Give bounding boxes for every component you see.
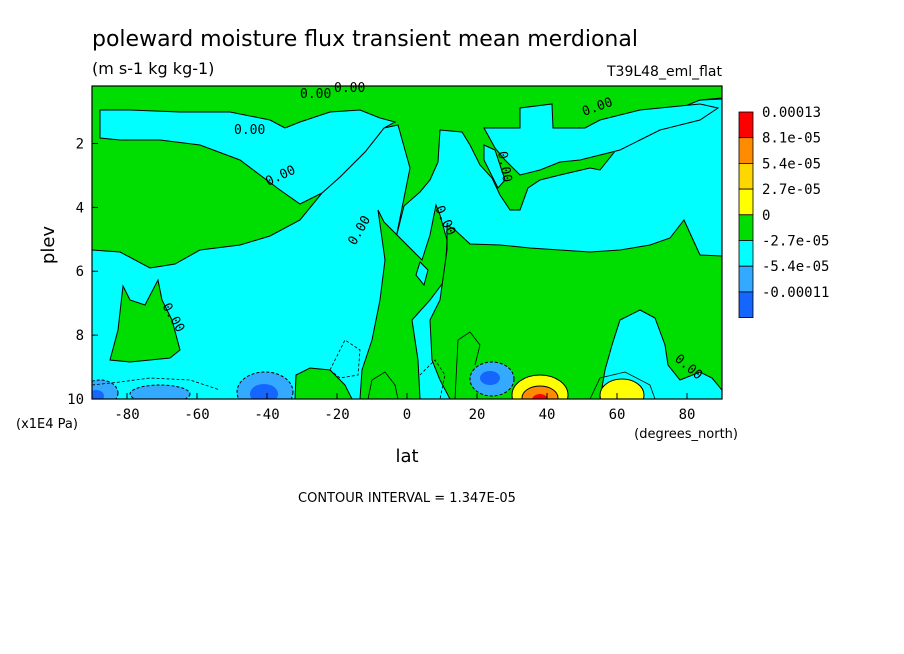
x-tick-label: 20 (469, 407, 486, 423)
field-negative-pocket (483, 144, 506, 189)
colorbar: 0.00013 8.1e-05 5.4e-05 2.7e-05 0 -2.7e-05 -5.… (738, 105, 829, 318)
colorbar-swatch (738, 162, 754, 190)
y-tick-label: 2 (76, 136, 84, 152)
colorbar-label: -0.00011 (762, 285, 829, 301)
x-tick-label: 0 (403, 407, 411, 423)
x-tick-label: 60 (609, 407, 626, 423)
colorbar-swatch (738, 265, 754, 293)
x-axis-units: (degrees_north) (634, 427, 738, 442)
contour-line (454, 331, 481, 399)
y-tick-label: 4 (76, 200, 84, 216)
contour-line (329, 339, 361, 379)
contour-label: 0.00 (494, 150, 514, 183)
y-tick-label: 6 (76, 264, 84, 280)
units-label: (m s-1 kg kg-1) (92, 59, 214, 78)
colorbar-label: -2.7e-05 (762, 234, 829, 250)
field-positive-mid (599, 378, 645, 399)
y-axis-units: (x1E4 Pa) (16, 417, 78, 432)
field-negative-pocket (415, 261, 429, 287)
contour-line (589, 371, 656, 399)
colorbar-swatch (738, 214, 754, 241)
experiment-label: T39L48_eml_flat (606, 64, 723, 80)
field-negative-strong (250, 384, 278, 399)
field-negative-pocket (599, 309, 722, 399)
colorbar-label: 0.00013 (762, 105, 821, 121)
contour-line (367, 371, 399, 399)
y-tick-label: 10 (67, 392, 84, 408)
x-tick-label: -20 (324, 407, 349, 423)
y-axis-label: plev (38, 226, 59, 265)
colorbar-label: 8.1e-05 (762, 131, 821, 147)
field-negative-strong (92, 390, 104, 399)
chart-title: poleward moisture flux transient mean me… (92, 27, 638, 52)
x-tick-label: -40 (254, 407, 279, 423)
x-tick-label: 80 (679, 407, 696, 423)
contour-interval-note: CONTOUR INTERVAL = 1.347E-05 (298, 491, 516, 506)
x-tick-label: -80 (114, 407, 139, 423)
contour-label: 0.00 (334, 81, 365, 96)
field-positive-max (532, 394, 548, 399)
field-negative-pocket (99, 109, 397, 205)
x-tick-label: 40 (539, 407, 556, 423)
colorbar-swatch (738, 137, 754, 164)
colorbar-swatch (738, 188, 754, 216)
field-positive-tongue (359, 203, 448, 399)
y-tick-label: 8 (76, 328, 84, 344)
field-negative-strong (480, 371, 500, 385)
colorbar-swatch (738, 111, 754, 139)
contour-line (419, 359, 446, 399)
field-positive-strong (521, 385, 559, 399)
x-axis-label: lat (395, 446, 418, 467)
field-positive-left (109, 278, 181, 363)
x-tick-label: -60 (184, 407, 209, 423)
colorbar-label: 2.7e-05 (762, 182, 821, 198)
field-negative-pocket (483, 103, 720, 176)
contour-label: 0.00 (300, 87, 331, 102)
plot-area: 0.00 0.00 0.00 0.00 0.00 0.00 0.00 0.00 … (67, 81, 723, 423)
contour-label: 0.00 (234, 123, 265, 138)
colorbar-swatch (738, 291, 754, 318)
colorbar-label: 0 (762, 208, 770, 224)
colorbar-label: 5.4e-05 (762, 156, 821, 172)
colorbar-swatch (738, 240, 754, 267)
colorbar-label: -5.4e-05 (762, 259, 829, 275)
field-negative-mid (129, 384, 191, 399)
